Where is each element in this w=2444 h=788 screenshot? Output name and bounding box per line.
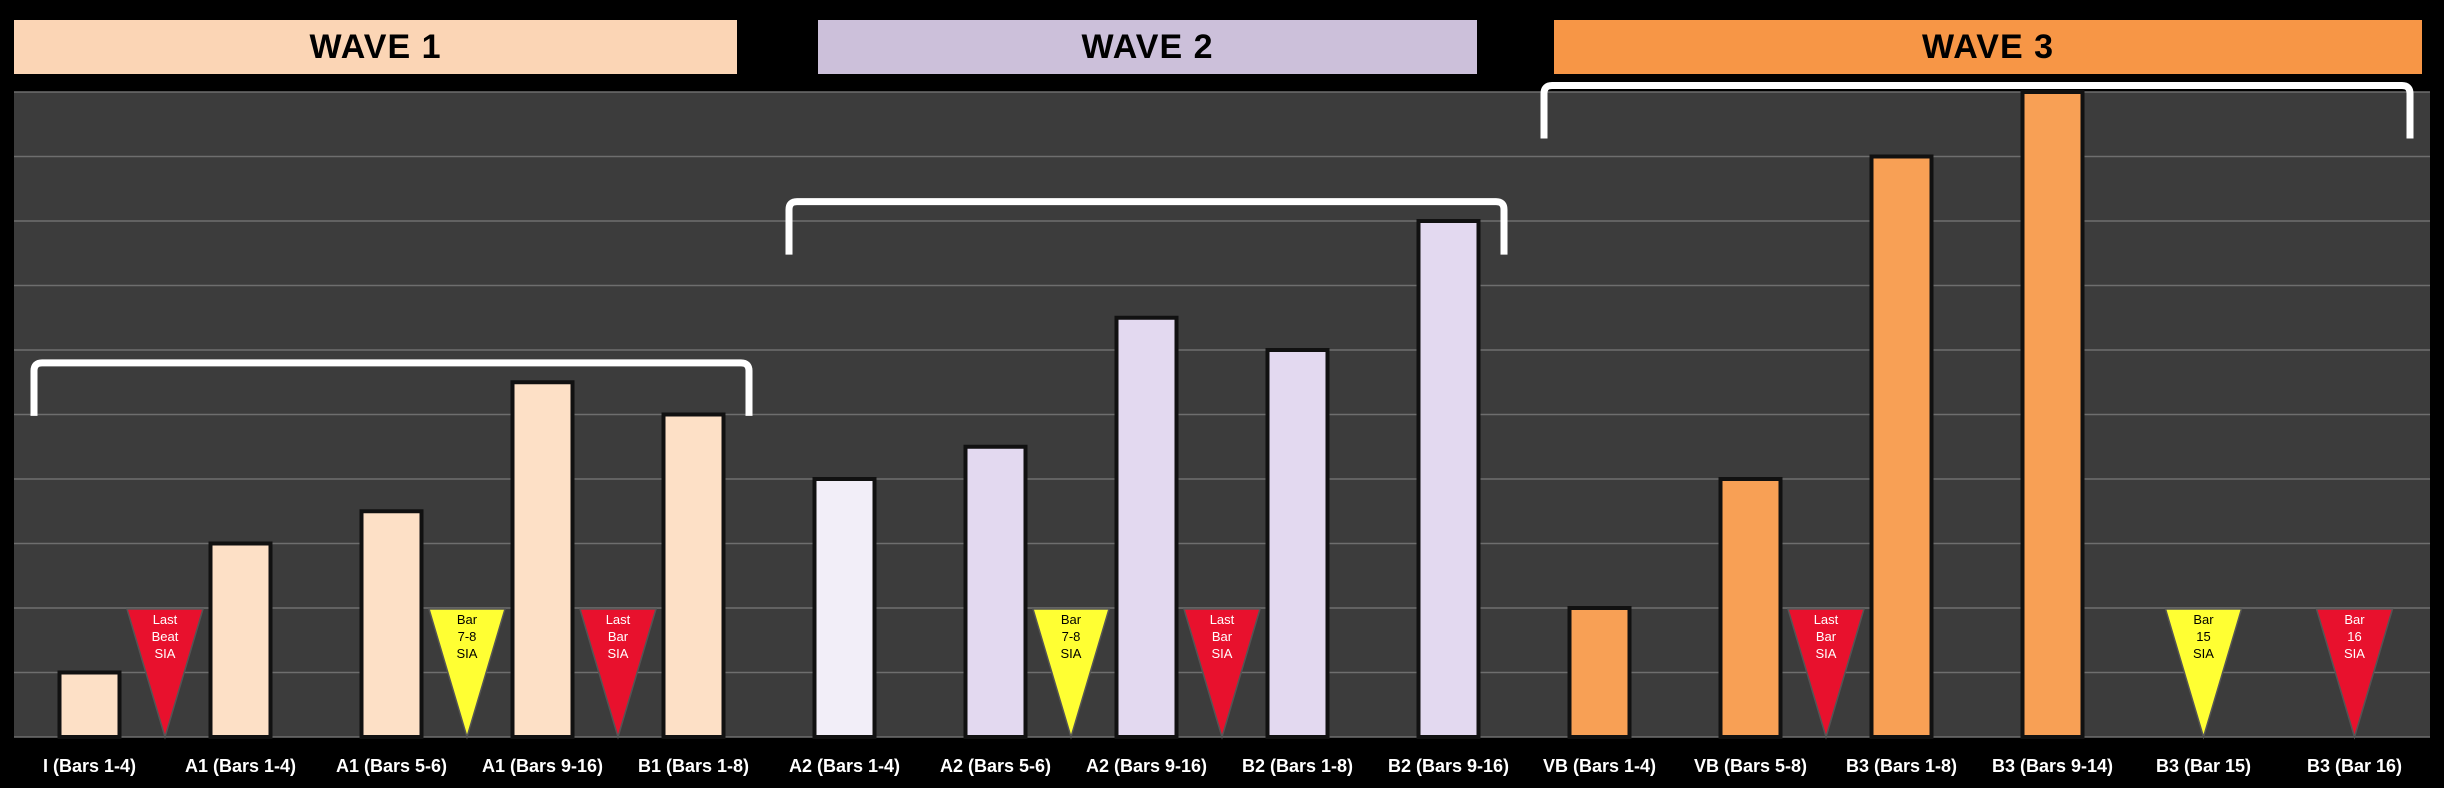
x-tick-label: B2 (Bars 9-16) (1388, 756, 1509, 776)
sia-marker-label: SIA (457, 646, 478, 661)
x-tick-label: A1 (Bars 1-4) (185, 756, 296, 776)
sia-marker (2315, 608, 2394, 740)
x-tick-label: B3 (Bar 16) (2307, 756, 2402, 776)
sia-marker-label: Beat (152, 629, 179, 644)
x-tick-label: VB (Bars 1-4) (1543, 756, 1656, 776)
x-tick-label: A2 (Bars 9-16) (1086, 756, 1207, 776)
wave-2-header: WAVE 2 (818, 20, 1477, 74)
bar (1567, 606, 1632, 739)
bar (1114, 315, 1179, 739)
x-tick-label: B3 (Bars 1-8) (1846, 756, 1957, 776)
sia-marker-label: Bar (2193, 612, 2214, 627)
sia-marker (578, 608, 658, 740)
bar (510, 380, 575, 739)
x-tick-label: B2 (Bars 1-8) (1242, 756, 1353, 776)
x-tick-label: B1 (Bars 1-8) (638, 756, 749, 776)
x-tick-label: I (Bars 1-4) (43, 756, 136, 776)
sia-marker-label: SIA (2193, 646, 2214, 661)
sia-marker (1182, 608, 1262, 740)
sia-marker-label: Bar (2344, 612, 2365, 627)
sia-marker-label: Bar (457, 612, 478, 627)
bar (1265, 348, 1330, 739)
sia-marker (1786, 608, 1866, 740)
x-tick-label: A1 (Bars 9-16) (482, 756, 603, 776)
sia-marker-label: Bar (1816, 629, 1837, 644)
x-tick-label: B3 (Bar 15) (2156, 756, 2251, 776)
sia-marker-label: SIA (1816, 646, 1837, 661)
sia-marker-label: Bar (608, 629, 629, 644)
sia-marker (1031, 608, 1111, 740)
bar (208, 541, 273, 739)
wave-3-header: WAVE 3 (1554, 20, 2422, 74)
bar (661, 412, 726, 739)
sia-marker (2164, 608, 2243, 740)
sia-marker (427, 608, 507, 740)
sia-marker-label: Bar (1061, 612, 1082, 627)
bar (1416, 219, 1481, 739)
wave-2-label: WAVE 2 (1081, 27, 1214, 66)
x-tick-label: A1 (Bars 5-6) (336, 756, 447, 776)
sia-marker-label: Last (1814, 612, 1839, 627)
wave-bracket (785, 198, 1508, 255)
x-tick-label: VB (Bars 5-8) (1694, 756, 1807, 776)
x-tick-label: A2 (Bars 1-4) (789, 756, 900, 776)
bar (57, 670, 122, 739)
wave-1-header: WAVE 1 (14, 20, 737, 74)
sia-marker-label: SIA (1061, 646, 1082, 661)
wave-bracket (1540, 82, 2414, 139)
sia-marker-label: SIA (1212, 646, 1233, 661)
sia-marker-label: Last (1210, 612, 1235, 627)
sia-marker-label: Last (153, 612, 178, 627)
sia-marker-label: SIA (608, 646, 629, 661)
wave-1-label: WAVE 1 (309, 27, 442, 66)
bar (963, 444, 1028, 739)
sia-marker-label: SIA (2344, 646, 2365, 661)
wave-bracket (30, 359, 753, 416)
bar (1718, 477, 1783, 739)
sia-marker (125, 608, 205, 740)
x-tick-label: A2 (Bars 5-6) (940, 756, 1051, 776)
x-tick-label: B3 (Bars 9-14) (1992, 756, 2113, 776)
wave-3-label: WAVE 3 (1922, 27, 2054, 66)
bar (2020, 90, 2085, 739)
sia-marker-label: Bar (1212, 629, 1233, 644)
sia-marker-label: SIA (155, 646, 176, 661)
bar (812, 477, 877, 739)
sia-marker-label: 7-8 (458, 629, 477, 644)
sia-marker-label: 15 (2196, 629, 2210, 644)
bar (359, 509, 424, 739)
sia-marker-label: 16 (2347, 629, 2361, 644)
sia-marker-label: Last (606, 612, 631, 627)
bar (1869, 154, 1934, 739)
sia-marker-label: 7-8 (1062, 629, 1081, 644)
